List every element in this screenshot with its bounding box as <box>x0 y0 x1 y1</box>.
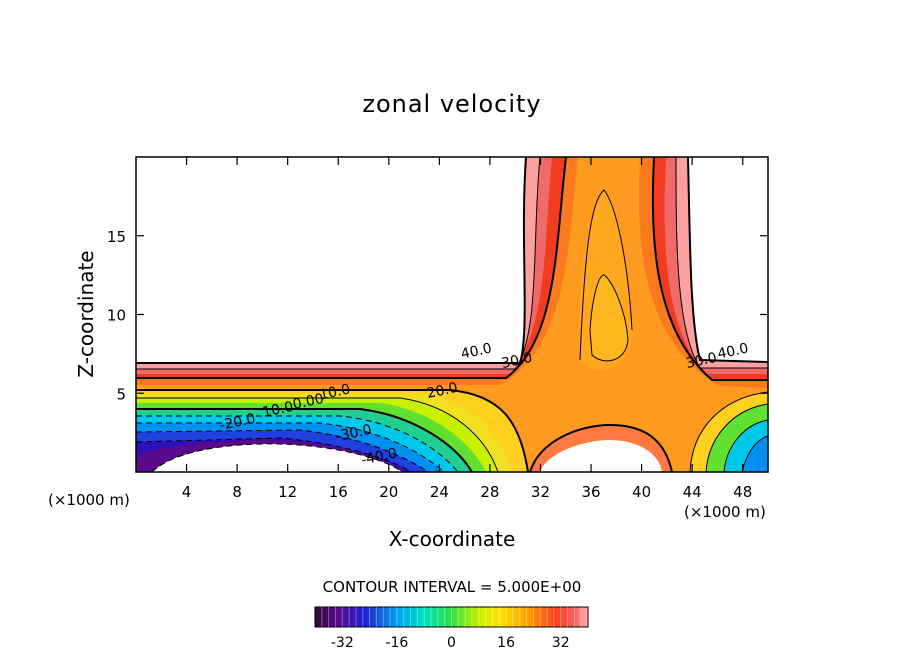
x-tick-label: 12 <box>278 483 297 501</box>
x-tick-label: 8 <box>232 483 242 501</box>
x-tick-label: 28 <box>480 483 499 501</box>
colorbar-tick-label: 16 <box>497 635 515 651</box>
core-mid <box>580 190 632 370</box>
contour-label: 40.0 <box>716 340 750 362</box>
contour-label: 40.0 <box>460 340 494 362</box>
y-tick-label: 15 <box>107 228 126 246</box>
colorbar-tick-label: 0 <box>447 635 456 651</box>
colorbar-tick-label: -32 <box>331 635 354 651</box>
x-tick-label: 20 <box>379 483 398 501</box>
contour-label: 0.00 <box>291 391 325 413</box>
contour-label: 20.0 <box>425 380 459 402</box>
contour-label: -30.0 <box>334 422 373 445</box>
right-fan-m20 <box>742 436 768 472</box>
x-tick-label: 24 <box>430 483 449 501</box>
chart-title: zonal velocity <box>362 90 541 118</box>
contour-interval-caption: CONTOUR INTERVAL = 5.000E+00 <box>323 578 582 596</box>
x-tick-label: 40 <box>632 483 651 501</box>
x-tick-label: 44 <box>683 483 702 501</box>
x-tick-label: 36 <box>581 483 600 501</box>
lower-left-gap <box>152 443 402 472</box>
x-unit-right: (×1000 m) <box>684 503 766 521</box>
contour-lines <box>136 157 768 472</box>
contour-label: 10.0 <box>318 381 352 403</box>
x-axis: 4 8 12 16 20 24 28 32 36 40 44 48 <box>182 157 752 501</box>
x-tick-label: 32 <box>531 483 550 501</box>
x-tick-label: 48 <box>733 483 752 501</box>
y-axis-label: Z-coordinate <box>74 250 98 377</box>
x-unit-left: (×1000 m) <box>48 491 130 509</box>
y-axis: 5 10 15 <box>107 228 768 403</box>
x-tick-label: 16 <box>329 483 348 501</box>
y-tick-label: 10 <box>107 307 126 325</box>
contour-label: -20.0 <box>218 411 257 434</box>
colorbar: -32 -16 0 16 32 <box>314 606 589 651</box>
center-lower-ring <box>530 425 672 472</box>
contour-label: 30.0 <box>685 350 719 372</box>
x-tick-label: 4 <box>182 483 192 501</box>
colorbar-ticks: -32 -16 0 16 32 <box>331 635 570 651</box>
contour-label: -40.0 <box>360 445 399 468</box>
center-lower-gap <box>540 440 662 472</box>
colorbar-tick-label: -16 <box>385 635 408 651</box>
contour-label: 10.0 <box>261 399 295 421</box>
x-axis-label: X-coordinate <box>389 527 516 551</box>
colorbar-tick-label: 32 <box>552 635 570 651</box>
colorbar-stripes <box>321 607 582 627</box>
colorbar-gradient <box>314 606 589 628</box>
contour-label: 30.0 <box>500 350 534 372</box>
y-tick-label: 5 <box>116 385 126 403</box>
